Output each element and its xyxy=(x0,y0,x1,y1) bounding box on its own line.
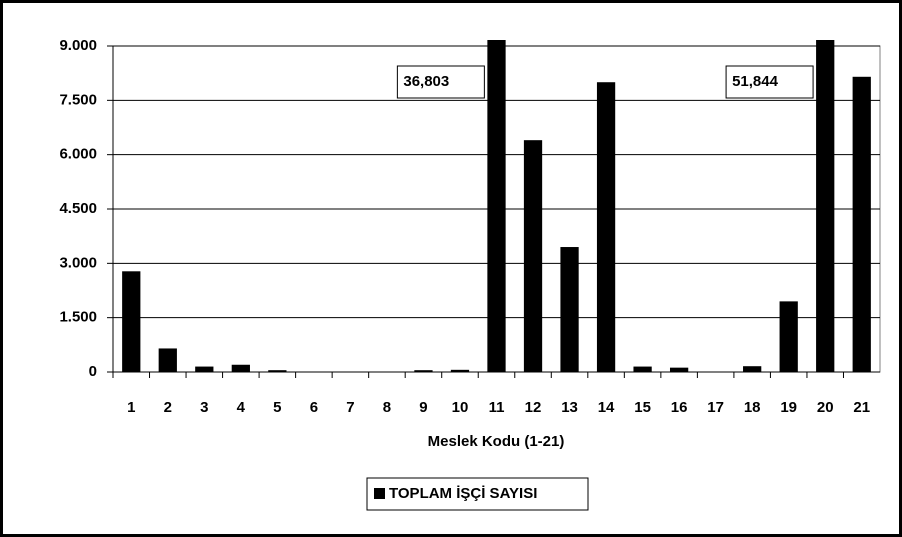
x-tick-label: 21 xyxy=(853,399,870,416)
y-tick-label: 1.500 xyxy=(59,309,97,326)
x-tick-label: 4 xyxy=(237,399,246,416)
bar xyxy=(779,301,798,372)
x-tick-label: 15 xyxy=(634,399,651,416)
x-tick-label: 12 xyxy=(525,399,542,416)
y-tick-label: 4.500 xyxy=(59,200,97,217)
bar xyxy=(596,82,616,372)
x-tick-label: 20 xyxy=(817,399,834,416)
x-tick-label: 14 xyxy=(598,399,615,416)
value-label-box xyxy=(396,65,485,99)
y-tick-label: 9.000 xyxy=(59,37,97,54)
y-tick-label: 3.000 xyxy=(59,254,97,271)
bar xyxy=(231,364,250,372)
y-tick-label: 7.500 xyxy=(59,91,97,108)
value-label-box xyxy=(725,65,814,99)
x-tick-label: 10 xyxy=(452,399,469,416)
y-tick-label: 6.000 xyxy=(59,146,97,163)
bar xyxy=(487,40,506,372)
x-tick-label: 16 xyxy=(671,399,688,416)
x-tick-label: 1 xyxy=(127,399,135,416)
bar xyxy=(450,369,470,372)
legend-label: TOPLAM İŞÇİ SAYISI xyxy=(389,485,537,502)
x-tick-label: 5 xyxy=(273,399,281,416)
x-tick-label: 11 xyxy=(489,399,505,416)
bar xyxy=(560,247,579,372)
bar xyxy=(669,367,689,372)
x-tick-label: 8 xyxy=(383,399,391,416)
bar xyxy=(122,271,141,372)
bar xyxy=(414,370,433,372)
x-tick-label: 2 xyxy=(164,399,172,416)
bar xyxy=(633,366,652,372)
legend-box xyxy=(366,477,589,511)
x-tick-label: 3 xyxy=(200,399,208,416)
value-label: 51,844 xyxy=(732,73,779,90)
y-tick-label: 0 xyxy=(89,363,97,380)
x-tick-label: 9 xyxy=(419,399,427,416)
bar xyxy=(743,366,762,372)
x-tick-label: 6 xyxy=(310,399,318,416)
bar xyxy=(523,140,543,372)
x-tick-label: 7 xyxy=(346,399,354,416)
x-tick-label: 13 xyxy=(561,399,578,416)
bar xyxy=(195,366,214,372)
bar xyxy=(852,76,871,373)
legend-swatch xyxy=(374,488,385,499)
x-tick-label: 17 xyxy=(707,399,724,416)
value-label: 36,803 xyxy=(403,73,449,90)
bar xyxy=(158,348,177,372)
x-tick-label: 18 xyxy=(744,399,761,416)
bar xyxy=(268,370,287,372)
bar xyxy=(816,40,835,372)
x-tick-label: 19 xyxy=(780,399,797,416)
x-axis-label: Meslek Kodu (1-21) xyxy=(428,433,565,450)
